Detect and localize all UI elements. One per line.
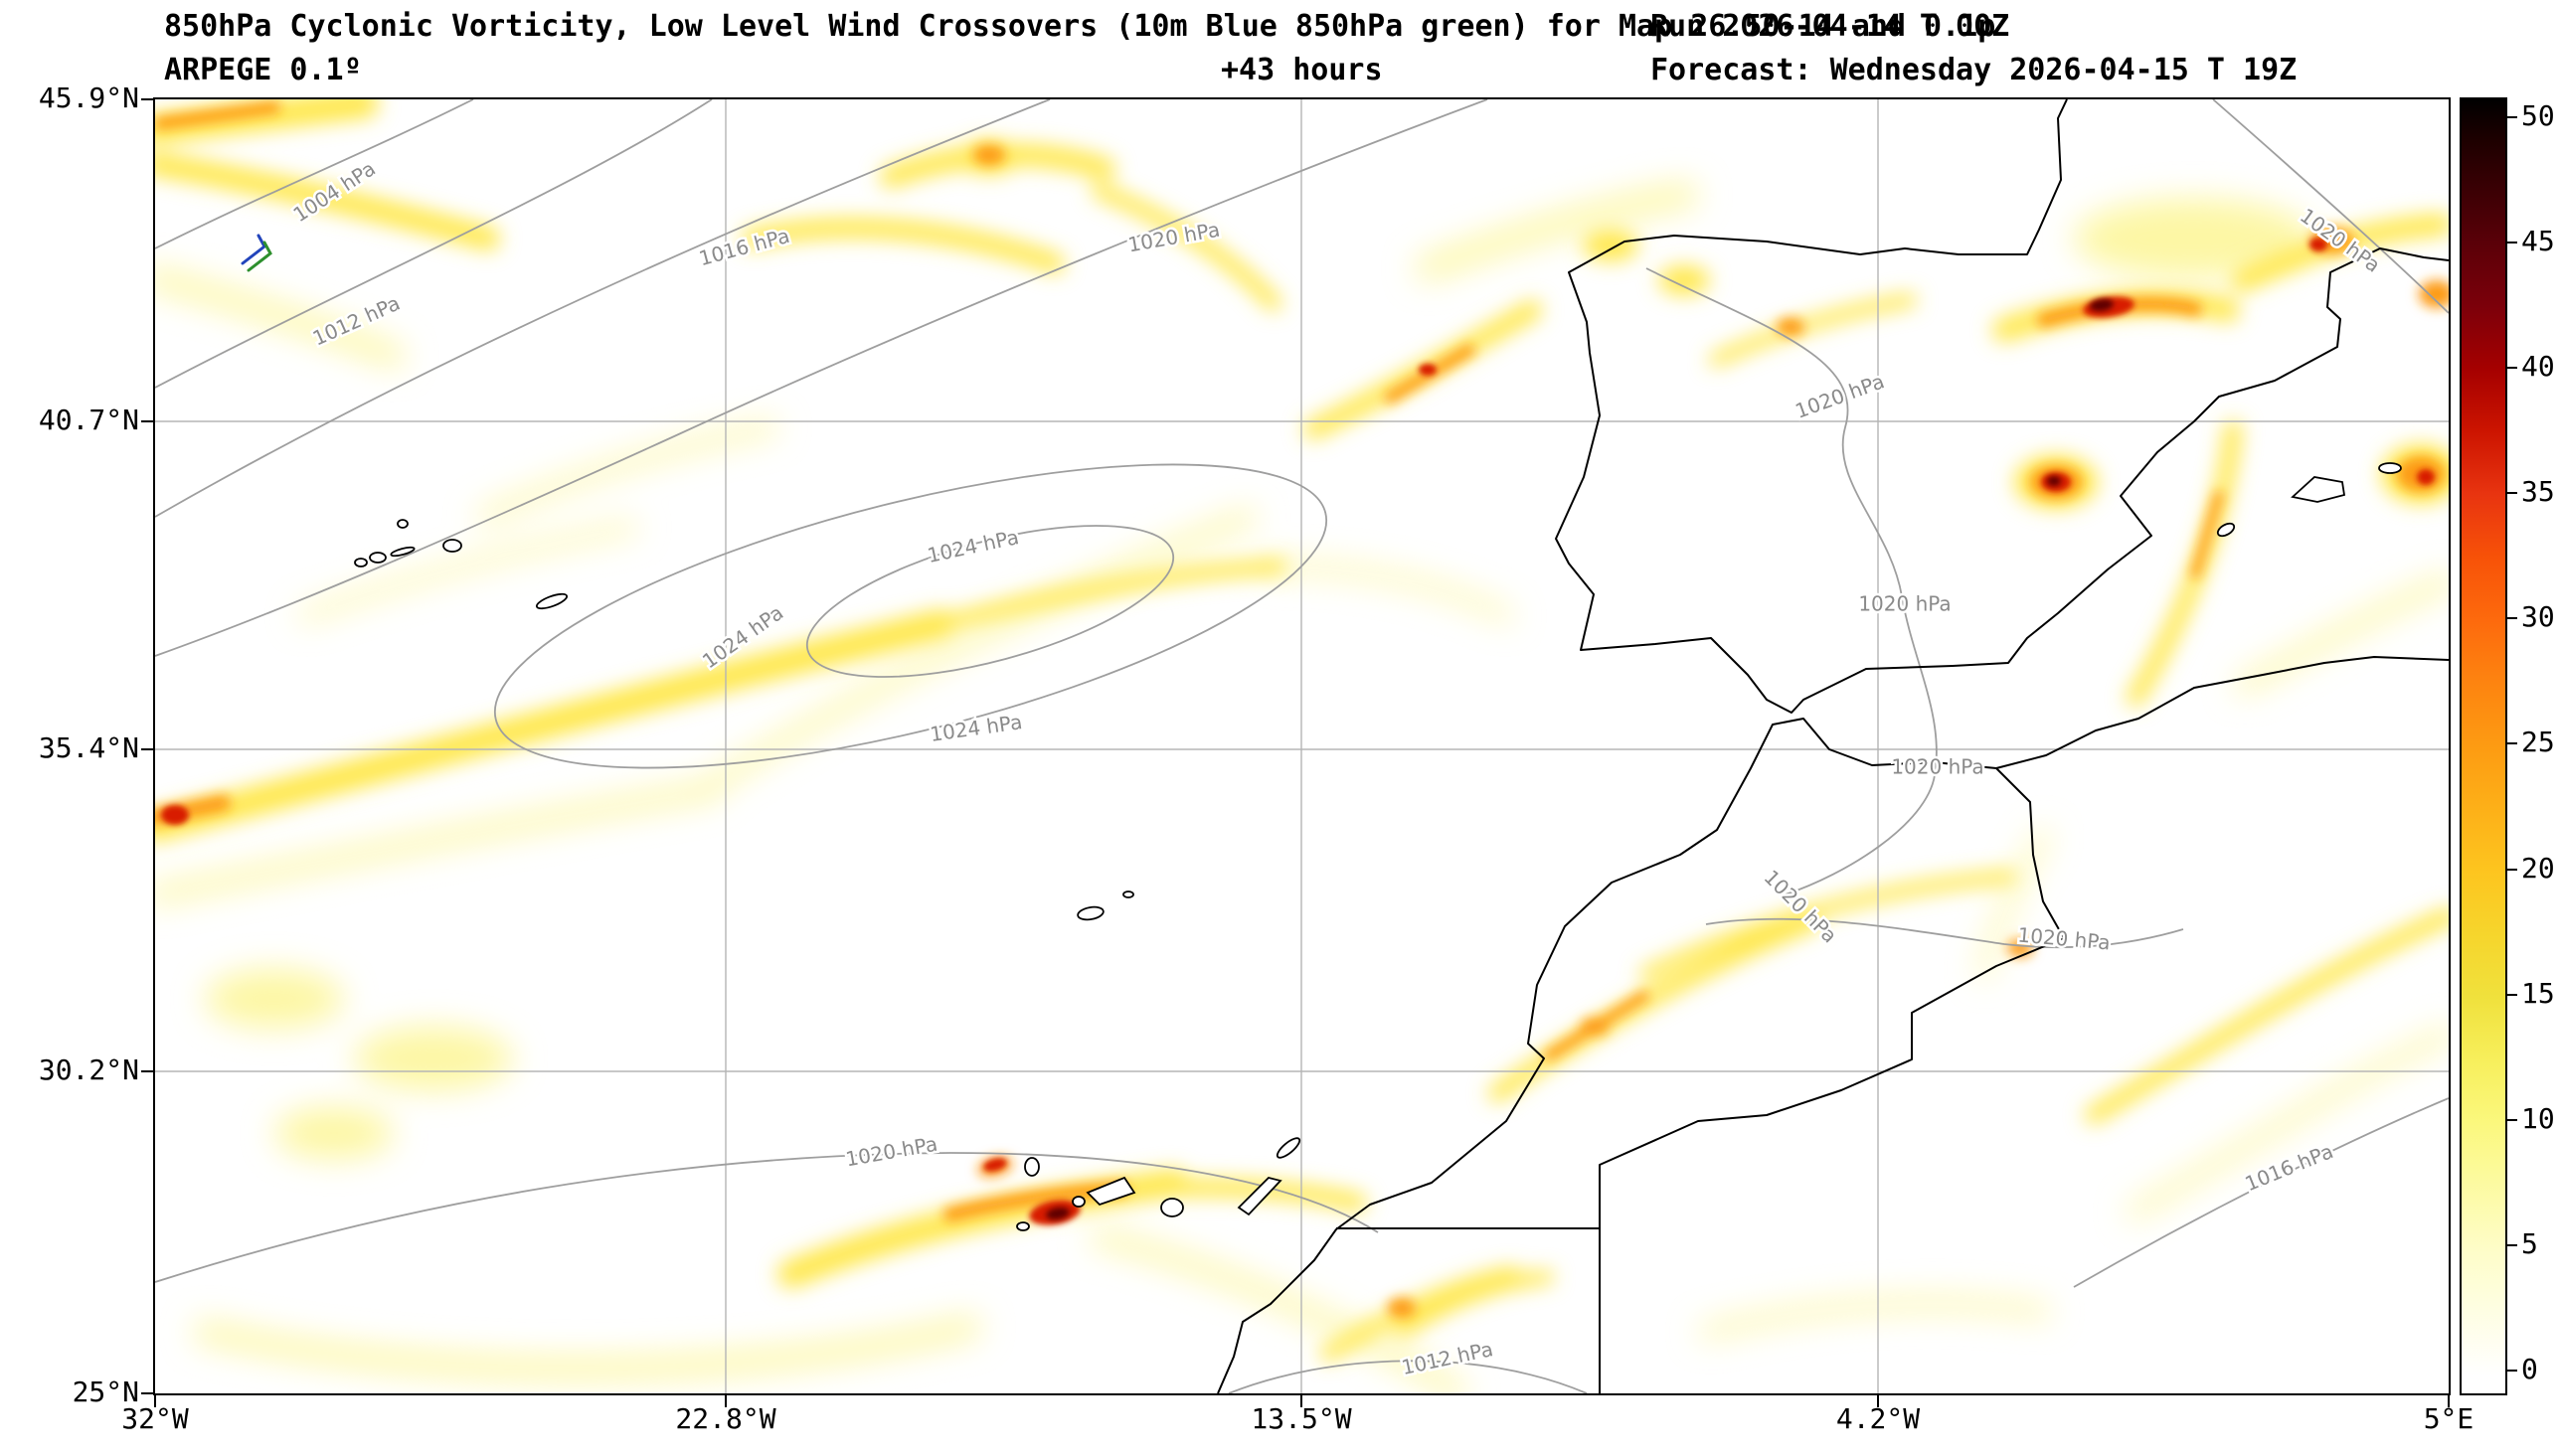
tick-mark [141,1070,153,1072]
colorbar-tick-label: 50 [2521,99,2555,132]
y-tick-label: 25°N [72,1375,139,1408]
x-tick-label: 22.8°W [675,1402,776,1435]
colorbar-tick-label: 5 [2521,1227,2538,1260]
chart-title: 850hPa Cyclonic Vorticity, Low Level Win… [164,9,1996,44]
colorbar-tick-label: 25 [2521,726,2555,758]
isobar-label: 1020 hPa [844,1132,939,1172]
x-tick-label: 13.5°W [1251,1402,1352,1435]
tick-mark [141,420,153,422]
model-label: ARPEGE 0.1º [164,53,362,87]
map-canvas: 1004 hPa 1012 hPa 1016 hPa 1020 hPa 1020… [155,99,2449,1393]
colorbar-tick-label: 10 [2521,1102,2555,1135]
forecast-label: Forecast: Wednesday 2026-04-15 T 19Z [1650,53,2298,87]
isobar-label: 1020 hPa [1792,369,1888,422]
colorbar-tick-label: 30 [2521,600,2555,633]
tick-mark [2507,742,2517,744]
y-tick-label: 45.9°N [38,81,139,114]
islands [354,462,2402,1231]
tick-mark [2507,869,2517,871]
grid-lines [155,99,2449,1393]
tick-mark [2507,617,2517,619]
vorticity-field-darkred [1046,298,2114,1220]
run-label: Run 2026-04-14 T 00Z [1650,9,2010,44]
tick-mark [141,748,153,750]
colorbar-tick-label: 0 [2521,1353,2538,1385]
tick-mark [2507,994,2517,996]
colorbar-tick-label: 20 [2521,852,2555,885]
tick-mark [2507,1119,2517,1121]
tick-mark [1300,1395,1302,1407]
tick-mark [2507,1370,2517,1372]
y-tick-label: 30.2°N [38,1053,139,1086]
colorbar [2460,97,2507,1395]
tick-mark [2507,1244,2517,1246]
tick-mark [141,98,153,100]
tick-mark [141,1392,153,1394]
tick-mark [154,1395,156,1407]
y-tick-label: 40.7°N [38,404,139,436]
tick-mark [2448,1395,2450,1407]
y-tick-label: 35.4°N [38,731,139,764]
colorbar-tick-label: 35 [2521,475,2555,508]
tick-mark [2507,367,2517,369]
isobar-label: 1020 hPa [1891,755,1983,779]
tick-mark [2507,116,2517,118]
isobar-label: 1020 hPa [1858,592,1951,616]
x-tick-label: 32°W [121,1402,189,1435]
vorticity-field-yellow [155,99,2449,1362]
country-borders [1336,767,2065,1393]
coastlines [1217,99,2449,1393]
tick-mark [2507,492,2517,494]
isobar-label: 1024 hPa [929,710,1024,746]
tick-mark [725,1395,727,1407]
lead-time-label: +43 hours [1221,53,1383,87]
vorticity-field-pale [155,183,2449,1393]
tick-mark [2507,242,2517,243]
isobar-label: 1016 hPa [696,224,791,270]
isobar-label: 1012 hPa [1400,1337,1495,1379]
isobar-label: 1024 hPa [926,525,1021,567]
isobar-contours [155,99,2449,1393]
x-tick-label: 4.2°W [1835,1402,1921,1435]
wind-barb-icon [241,234,272,272]
colorbar-tick-label: 45 [2521,225,2555,257]
x-tick-label: 5°E [2423,1402,2475,1435]
tick-mark [1877,1395,1879,1407]
colorbar-tick-label: 40 [2521,350,2555,383]
colorbar-tick-label: 15 [2521,977,2555,1010]
